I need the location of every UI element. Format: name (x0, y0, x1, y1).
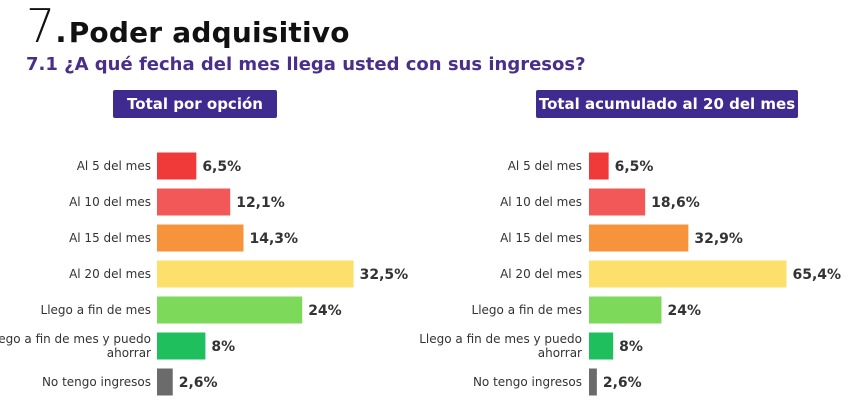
question-subtitle: 7.1 ¿A qué fecha del mes llega usted con… (26, 54, 586, 75)
chart-2: Al 5 del mes 6,5% Al 10 del mes 18,6% Al 15 … (419, 152, 842, 396)
value-label: 2,6% (603, 375, 642, 391)
bar (589, 152, 609, 180)
category-label: Al 15 del mes (500, 231, 582, 245)
value-label: 8% (619, 339, 643, 355)
bar (589, 260, 787, 288)
value-label: 18,6% (651, 195, 700, 211)
bar (157, 260, 354, 288)
value-label: 24% (308, 303, 342, 319)
bar (157, 332, 206, 360)
page-title: 7 . Poder adquisitivo (26, 0, 350, 52)
category-label: Al 20 del mes (500, 267, 582, 281)
value-label: 8% (211, 339, 235, 355)
category-label: Llego a fin de mes y puedo ahorrar (419, 332, 582, 360)
chart-1: Al 5 del mes 6,5% Al 10 del mes 12,1% Al 15 … (0, 152, 409, 396)
bar (157, 188, 231, 216)
bar (589, 368, 597, 396)
section-number: 7 (26, 0, 56, 53)
section-title: Poder adquisitivo (68, 16, 350, 49)
section-dot: . (55, 15, 67, 50)
right-chart-title: Total acumulado al 20 del mes (536, 90, 798, 118)
value-label: 12,1% (236, 195, 285, 211)
bar (589, 296, 662, 324)
bar (157, 152, 197, 180)
value-label: 24% (667, 303, 701, 319)
bar (157, 368, 173, 396)
value-label: 32,5% (360, 267, 409, 283)
bar (589, 188, 646, 216)
category-label: Al 20 del mes (69, 267, 151, 281)
category-label: Llego a fin de mes y puedo ahorrar (0, 332, 151, 360)
category-label: Al 10 del mes (500, 195, 582, 209)
bar (157, 224, 244, 252)
value-label: 2,6% (179, 375, 218, 391)
value-label: 6,5% (615, 159, 654, 175)
bar (157, 296, 303, 324)
bar (589, 224, 689, 252)
left-chart-title: Total por opción (113, 90, 277, 118)
value-label: 32,9% (694, 231, 743, 247)
value-label: 14,3% (250, 231, 299, 247)
value-label: 65,4% (793, 267, 842, 283)
category-label: No tengo ingresos (42, 375, 151, 389)
category-label: Llego a fin de mes (472, 303, 582, 317)
category-label: Llego a fin de mes (41, 303, 151, 317)
bar (589, 332, 614, 360)
category-label: Al 15 del mes (69, 231, 151, 245)
category-label: Al 10 del mes (69, 195, 151, 209)
value-label: 6,5% (202, 159, 241, 175)
category-label: Al 5 del mes (77, 159, 151, 173)
category-label: Al 5 del mes (508, 159, 582, 173)
category-label: No tengo ingresos (473, 375, 582, 389)
